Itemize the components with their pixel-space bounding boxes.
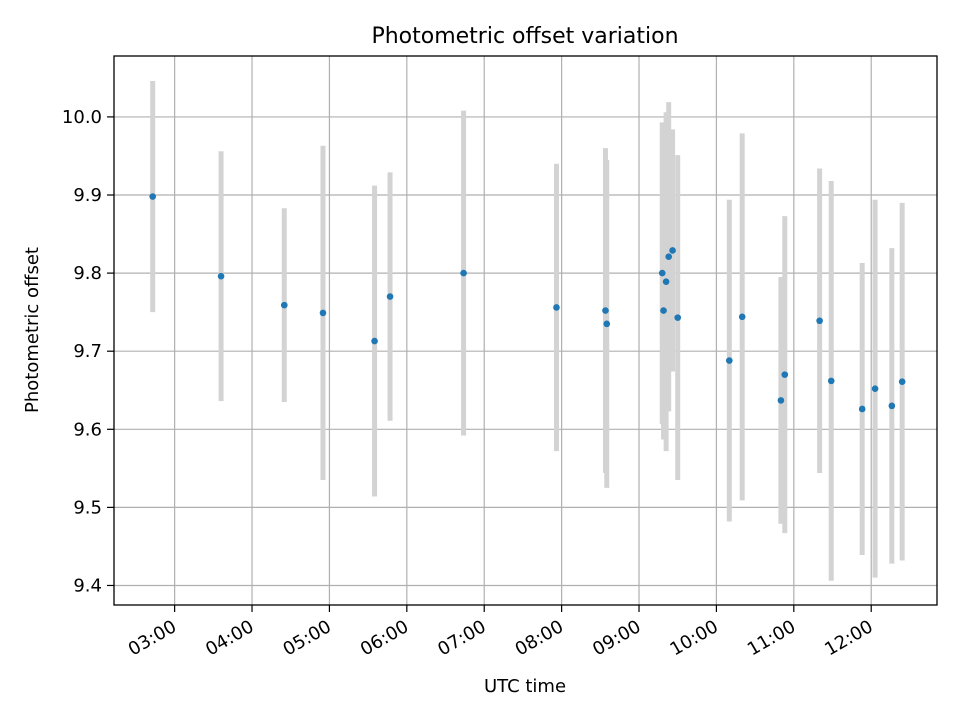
data-point xyxy=(319,309,327,317)
y-axis-label: Photometric offset xyxy=(22,247,43,413)
x-tick-label: 08:00 xyxy=(512,616,567,660)
x-tick-label: 03:00 xyxy=(125,616,180,660)
chart-title: Photometric offset variation xyxy=(371,24,678,49)
x-tick-label: 04:00 xyxy=(202,616,257,660)
data-point xyxy=(660,307,667,314)
x-tick-label: 05:00 xyxy=(279,616,334,660)
data-point xyxy=(816,317,823,325)
data-point xyxy=(871,385,879,392)
data-point xyxy=(888,402,896,410)
y-axis-ticks: 9.4 9.5 9.6 9.7 9.8 9.9 10.0 xyxy=(62,107,114,596)
x-tick-label: 09:00 xyxy=(589,616,644,660)
y-tick-label: 9.6 xyxy=(73,419,102,440)
data-point xyxy=(658,269,666,277)
data-point xyxy=(669,247,676,254)
data-point xyxy=(603,320,611,328)
data-point xyxy=(726,357,733,364)
y-tick-label: 9.9 xyxy=(73,185,102,206)
x-axis-label: UTC time xyxy=(484,676,566,697)
data-point xyxy=(827,377,835,385)
x-axis-ticks: 03:00 04:00 05:00 06:00 07:00 08:00 09:00 10:00… xyxy=(125,605,877,660)
data-point xyxy=(674,314,682,321)
data-point xyxy=(898,378,906,385)
grid xyxy=(114,56,937,605)
data-point xyxy=(738,313,746,321)
data-point xyxy=(217,272,225,280)
x-tick-label: 10:00 xyxy=(666,616,721,660)
data-point xyxy=(553,304,560,311)
y-tick-label: 10.0 xyxy=(62,107,102,128)
data-point xyxy=(665,253,672,261)
data-point xyxy=(371,337,378,345)
x-tick-label: 07:00 xyxy=(434,616,489,660)
data-point xyxy=(280,301,288,309)
x-tick-label: 11:00 xyxy=(744,616,799,660)
y-tick-label: 9.7 xyxy=(73,341,102,362)
error-bars xyxy=(150,80,905,581)
y-tick-label: 9.8 xyxy=(73,263,102,284)
y-tick-label: 9.5 xyxy=(73,497,102,518)
y-tick-label: 9.4 xyxy=(73,575,102,596)
x-tick-label: 06:00 xyxy=(357,616,412,660)
data-point xyxy=(858,405,866,413)
data-point xyxy=(149,193,156,200)
data-point xyxy=(460,269,467,277)
data-point xyxy=(781,371,789,378)
data-point xyxy=(662,278,670,285)
data-point xyxy=(386,293,394,300)
data-point xyxy=(602,307,609,314)
plot-frame xyxy=(113,55,938,606)
data-points xyxy=(149,193,906,413)
x-tick-label: 12:00 xyxy=(821,616,876,660)
data-point xyxy=(777,397,785,404)
